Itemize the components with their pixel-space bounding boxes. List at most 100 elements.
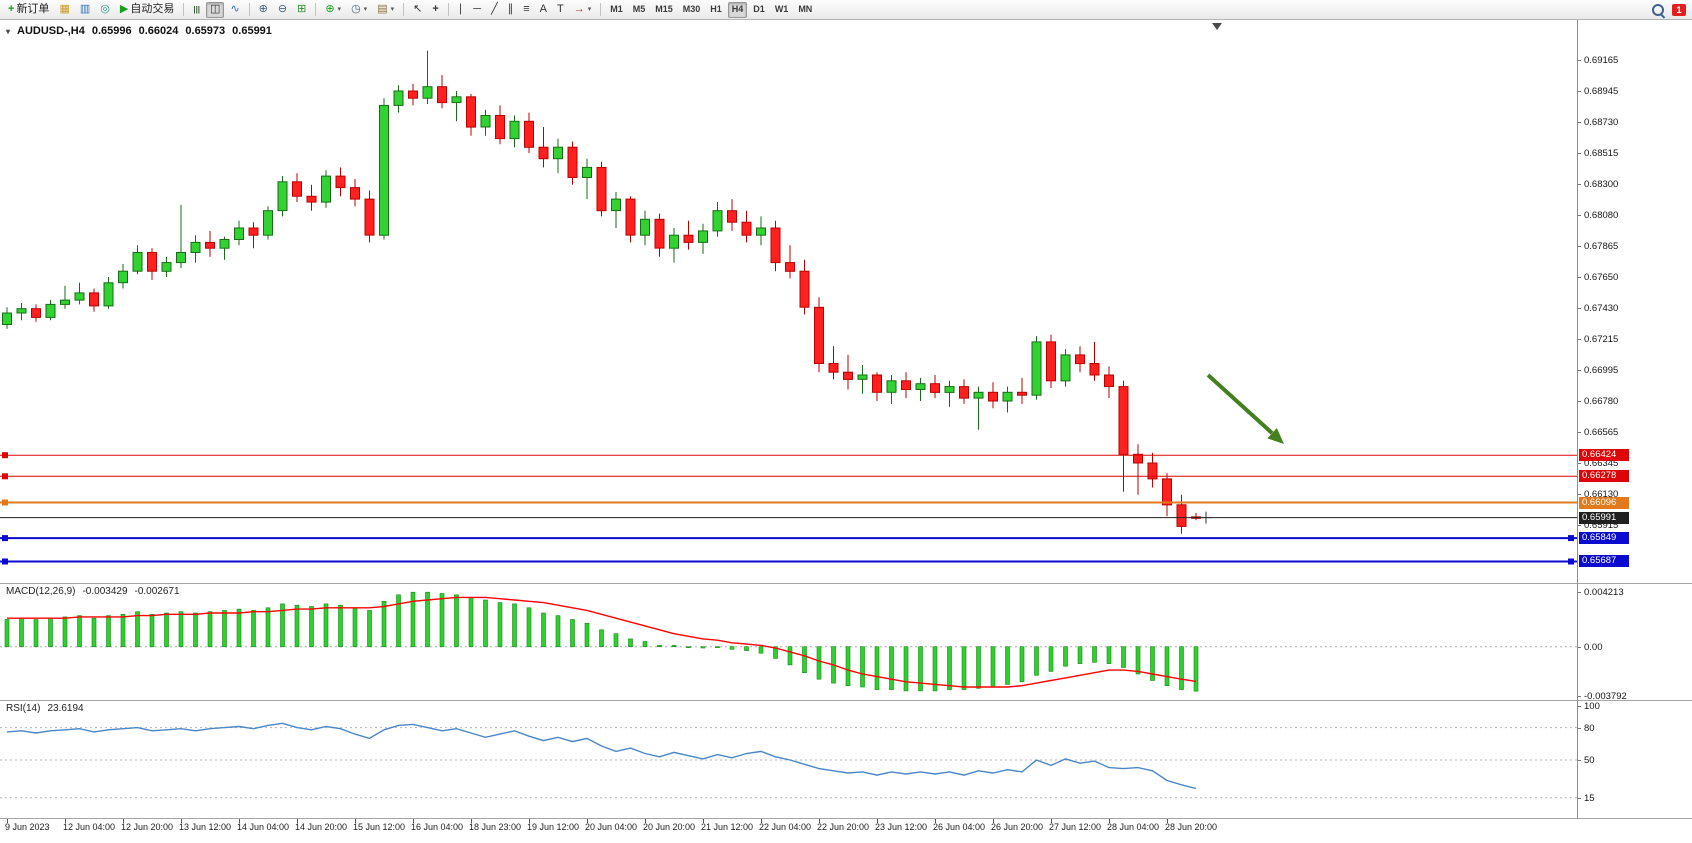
candle: [712, 202, 723, 237]
macd-histogram-bar: [903, 646, 909, 692]
market-watch-button[interactable]: ▦: [55, 2, 73, 18]
text-button[interactable]: A: [536, 2, 551, 18]
price-axis-tick: [1577, 60, 1581, 61]
timeframe-m5-button[interactable]: M5: [629, 2, 650, 18]
line-chart-icon: ∿: [230, 3, 240, 15]
price-axis-label: 0.68300: [1584, 179, 1619, 190]
timeframe-w1-button[interactable]: W1: [771, 2, 793, 18]
candle: [89, 288, 99, 312]
macd-histogram-bar: [773, 646, 778, 659]
arrows-button[interactable]: → ▾: [570, 2, 596, 18]
macd-histogram-bar: [265, 607, 271, 648]
line-handle[interactable]: [2, 452, 8, 459]
chart-shift-marker[interactable]: [1212, 23, 1222, 30]
oneclick-trading-arrow-icon[interactable]: ▾: [6, 26, 11, 36]
macd-histogram-bar: [874, 646, 880, 690]
navigator-icon: ◎: [100, 3, 110, 15]
line-handle[interactable]: [2, 473, 8, 480]
candle: [973, 386, 984, 430]
price-tag-0.65991[interactable]: 0.65991: [1579, 511, 1629, 524]
macd-histogram-bar: [381, 600, 387, 648]
timeframe-h1-button[interactable]: H1: [706, 2, 726, 18]
macd-histogram-bar: [164, 612, 169, 648]
macd-histogram-bar: [584, 622, 590, 647]
vertical-line-icon: ∣: [457, 3, 464, 15]
price-axis-label: 0.66130: [1584, 489, 1619, 500]
channel-icon: ∥: [507, 3, 514, 15]
time-axis-tick: [529, 819, 530, 823]
candle: [161, 256, 172, 277]
zoom-out-button[interactable]: ⊖: [274, 2, 291, 18]
panel-separator-timeaxis[interactable]: [0, 818, 1692, 819]
down-arrow-annotation[interactable]: [1206, 373, 1284, 444]
line-handle[interactable]: [1568, 535, 1574, 542]
cursor-button[interactable]: ↖: [409, 2, 426, 18]
channel-button[interactable]: ∥: [504, 2, 518, 18]
price-tag-0.65849[interactable]: 0.65849: [1579, 532, 1629, 545]
time-axis-label: 16 Jun 04:00: [411, 822, 464, 832]
templates-button[interactable]: ▤ ▾: [373, 2, 398, 18]
horizontal-line-button[interactable]: ─: [469, 2, 485, 18]
candle: [640, 210, 650, 246]
candle: [509, 115, 520, 148]
data-window-button[interactable]: ▥: [76, 2, 94, 18]
timeframe-m30-button[interactable]: M30: [679, 2, 705, 18]
horizontal-line-0.66424[interactable]: [0, 452, 1577, 459]
macd-histogram-bar: [1063, 646, 1068, 667]
candlestick-chart-button[interactable]: ◫: [206, 1, 225, 18]
macd-histogram-bar: [1005, 646, 1010, 685]
line-chart-button[interactable]: ∿: [226, 2, 243, 18]
panel-separator-rsi[interactable]: [0, 700, 1692, 701]
line-handle[interactable]: [2, 558, 8, 565]
bar-chart-button[interactable]: |||: [189, 2, 204, 18]
crosshair-button[interactable]: +: [428, 2, 442, 18]
timeframe-d1-button[interactable]: D1: [749, 2, 769, 18]
horizontal-line-0.66096[interactable]: [0, 499, 1577, 506]
price-tag-0.66278[interactable]: 0.66278: [1579, 470, 1629, 483]
trendline-button[interactable]: ╱: [487, 2, 502, 18]
cursor-icon: ↖: [413, 3, 423, 15]
timeframe-m15-button[interactable]: M15: [651, 2, 677, 18]
notification-badge[interactable]: 1: [1672, 3, 1686, 16]
time-axis-label: 21 Jun 12:00: [701, 822, 754, 832]
navigator-button[interactable]: ◎: [96, 2, 114, 18]
periods-button[interactable]: ◷ ▾: [347, 2, 371, 18]
label-button[interactable]: T: [553, 2, 568, 18]
time-axis-tick: [123, 819, 124, 823]
horizontal-line-0.65849[interactable]: [0, 535, 1577, 542]
time-axis-tick: [239, 819, 240, 823]
timeframe-h4-button[interactable]: H4: [727, 1, 748, 18]
candle: [45, 300, 56, 321]
fibonacci-button[interactable]: ≡: [519, 2, 533, 18]
candle: [872, 372, 882, 401]
horizontal-line-0.65687[interactable]: [0, 558, 1577, 565]
new-order-button[interactable]: + 新订单: [4, 2, 53, 18]
horizontal-line-0.66278[interactable]: [0, 473, 1577, 480]
price-tag-0.66096[interactable]: 0.66096: [1579, 496, 1629, 509]
price-chart-canvas[interactable]: [0, 20, 1577, 819]
text-icon: A: [539, 3, 547, 15]
tile-windows-button[interactable]: ⊞: [293, 2, 310, 18]
vertical-line-button[interactable]: ∣: [454, 2, 468, 18]
line-handle[interactable]: [2, 499, 8, 506]
macd-histogram-bar: [1121, 646, 1126, 668]
panel-separator-macd[interactable]: [0, 583, 1692, 584]
macd-histogram-bar: [1193, 646, 1199, 692]
line-handle[interactable]: [2, 535, 8, 542]
price-tag-0.66424[interactable]: 0.66424: [1579, 449, 1629, 462]
timeframe-m1-button[interactable]: M1: [606, 2, 627, 18]
time-axis-label: 13 Jun 12:00: [179, 822, 232, 832]
macd-histogram-bar: [294, 604, 300, 648]
timeframe-mn-label: MN: [798, 4, 813, 14]
timeframe-mn-button[interactable]: MN: [794, 2, 816, 18]
line-handle[interactable]: [1568, 558, 1574, 565]
auto-trading-button[interactable]: ▶ 自动交易: [116, 2, 178, 18]
zoom-in-button[interactable]: ⊕: [255, 2, 272, 18]
price-tag-0.65687[interactable]: 0.65687: [1579, 555, 1629, 568]
time-axis-tick: [181, 819, 182, 823]
search-icon[interactable]: [1652, 3, 1664, 16]
macd-histogram-bar: [483, 599, 488, 648]
time-axis-label: 9 Jun 2023: [5, 822, 50, 832]
indicators-button[interactable]: ⊕ ▾: [321, 2, 345, 18]
price-axis-tick: [1577, 525, 1581, 526]
